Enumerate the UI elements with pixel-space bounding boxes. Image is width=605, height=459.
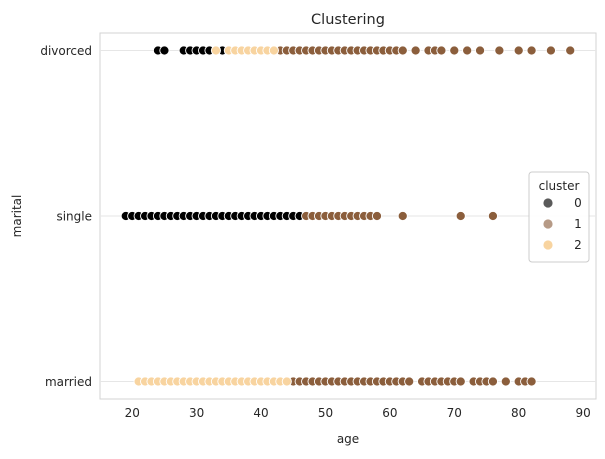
marker-cluster-1-single-62 <box>397 210 408 222</box>
legend-label-2: 2 <box>574 238 582 252</box>
legend-box <box>528 171 590 263</box>
x-tick-label-60: 60 <box>382 406 397 420</box>
legend: cluster 0 1 2 <box>528 171 590 263</box>
marker-cluster-1-divorced-77 <box>494 45 505 56</box>
x-axis-ticks: 20 30 40 50 60 70 80 90 <box>125 406 591 420</box>
marker-cluster-1-married-76 <box>487 376 498 387</box>
marker-cluster-1-married-78 <box>500 376 511 387</box>
x-axis-label: age <box>337 432 359 446</box>
legend-marker-2 <box>543 240 553 250</box>
chart-title: Clustering <box>311 12 385 28</box>
x-tick-label-70: 70 <box>447 406 462 420</box>
marker-cluster-1-single-71 <box>455 210 466 222</box>
x-tick-label-40: 40 <box>253 406 268 420</box>
legend-marker-1 <box>543 219 553 229</box>
marker-cluster-1-divorced-74 <box>475 45 486 56</box>
x-tick-label-80: 80 <box>511 406 526 420</box>
marker-cluster-1-single-58 <box>371 210 383 222</box>
y-axis-ticks: divorced single married <box>40 44 92 389</box>
y-tick-label-single: single <box>56 210 92 224</box>
legend-title: cluster <box>539 179 580 193</box>
y-axis-label: marital <box>10 195 24 238</box>
x-tick-label-50: 50 <box>318 406 333 420</box>
x-tick-label-90: 90 <box>575 406 590 420</box>
marker-cluster-1-divorced-62 <box>397 45 408 56</box>
marker-cluster-1-single-76 <box>487 210 498 222</box>
legend-label-1: 1 <box>574 217 582 231</box>
marker-cluster-1-divorced-80 <box>513 45 524 56</box>
y-tick-label-married: married <box>45 375 92 389</box>
marker-cluster-1-married-63 <box>404 376 415 387</box>
marker-cluster-0-divorced-25 <box>159 45 170 56</box>
marker-cluster-1-married-82 <box>526 376 537 387</box>
data-markers <box>120 45 576 387</box>
y-tick-label-divorced: divorced <box>40 44 92 58</box>
x-tick-label-20: 20 <box>125 406 140 420</box>
marker-cluster-1-divorced-64 <box>410 45 421 56</box>
marker-cluster-1-divorced-70 <box>449 45 460 56</box>
marker-cluster-2-married-44 <box>281 376 292 387</box>
legend-entries: 0 1 2 <box>543 196 582 252</box>
marker-cluster-2-divorced-33 <box>210 45 221 56</box>
marker-cluster-1-divorced-85 <box>545 45 556 56</box>
marker-cluster-1-married-71 <box>455 376 466 387</box>
x-tick-label-30: 30 <box>189 406 204 420</box>
marker-cluster-2-divorced-42 <box>268 45 279 56</box>
legend-label-0: 0 <box>574 196 582 210</box>
legend-marker-0 <box>543 198 553 208</box>
marker-cluster-1-divorced-68 <box>436 45 447 56</box>
marker-cluster-1-divorced-88 <box>565 45 576 56</box>
marker-cluster-1-divorced-82 <box>526 45 537 56</box>
marker-cluster-1-divorced-72 <box>462 45 473 56</box>
